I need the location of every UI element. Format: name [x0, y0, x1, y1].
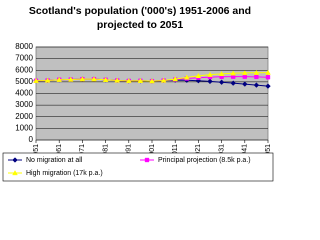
x-tick-label: 1991 — [126, 144, 133, 160]
marker — [172, 76, 179, 82]
x-tick-label: 2011 — [172, 144, 179, 159]
marker — [195, 77, 202, 84]
legend-label: High migration (17k p.a.) — [26, 170, 103, 177]
marker — [195, 72, 202, 78]
marker — [125, 77, 132, 84]
marker — [183, 74, 190, 80]
marker — [102, 76, 109, 82]
marker — [79, 76, 86, 82]
marker — [33, 77, 39, 83]
y-tick-label: 3000 — [15, 100, 33, 109]
marker — [265, 75, 271, 80]
marker — [241, 70, 248, 76]
marker — [44, 77, 51, 83]
chart: Scotland's population ('000's) 1951-2006… — [2, 5, 274, 182]
marker — [91, 76, 97, 82]
x-tick-label: 1951 — [33, 144, 40, 160]
chart-title: Scotland's population ('000's) 1951-2006… — [29, 5, 251, 17]
marker — [160, 77, 167, 83]
marker — [207, 78, 213, 85]
marker — [218, 70, 225, 77]
chart-subtitle: projected to 2051 — [97, 19, 184, 31]
x-tick-label: 2041 — [242, 144, 249, 160]
y-tick-label: 0 — [29, 135, 34, 144]
marker — [253, 82, 260, 88]
y-tick-label: 6000 — [15, 65, 33, 74]
marker — [230, 80, 236, 86]
marker — [242, 74, 247, 79]
marker — [12, 157, 18, 163]
x-tick-label: 2051 — [265, 144, 272, 160]
marker — [218, 79, 225, 85]
x-tick-label: 2001 — [149, 144, 156, 160]
legend-label: No migration at all — [26, 157, 83, 164]
marker — [254, 74, 259, 80]
y-tick-label: 4000 — [15, 89, 33, 98]
marker — [137, 77, 144, 83]
x-tick-label: 2021 — [195, 144, 202, 160]
y-tick-label: 5000 — [15, 77, 33, 86]
x-tick-label: 1971 — [79, 144, 86, 160]
marker — [265, 69, 271, 75]
legend: No migration at all Principal projection … — [2, 152, 274, 182]
marker — [67, 76, 74, 82]
y-tick-label: 7000 — [15, 54, 33, 63]
legend-box — [2, 152, 274, 182]
legend-label: Principal projection (8.5k p.a.) — [158, 157, 251, 164]
marker — [56, 76, 63, 82]
marker — [265, 83, 271, 89]
marker — [144, 157, 150, 163]
x-tick-label: 2031 — [218, 144, 225, 160]
marker — [253, 69, 260, 75]
x-tick-label: 1961 — [56, 144, 63, 160]
x-tick-label: 1981 — [102, 144, 109, 160]
y-tick-label: 8000 — [15, 42, 33, 51]
marker — [207, 71, 213, 77]
marker — [114, 77, 121, 83]
marker — [149, 78, 155, 84]
y-tick-label: 1000 — [15, 123, 33, 132]
y-tick-label: 2000 — [15, 112, 33, 121]
marker — [230, 70, 237, 76]
marker — [12, 170, 18, 176]
marker — [242, 81, 248, 87]
